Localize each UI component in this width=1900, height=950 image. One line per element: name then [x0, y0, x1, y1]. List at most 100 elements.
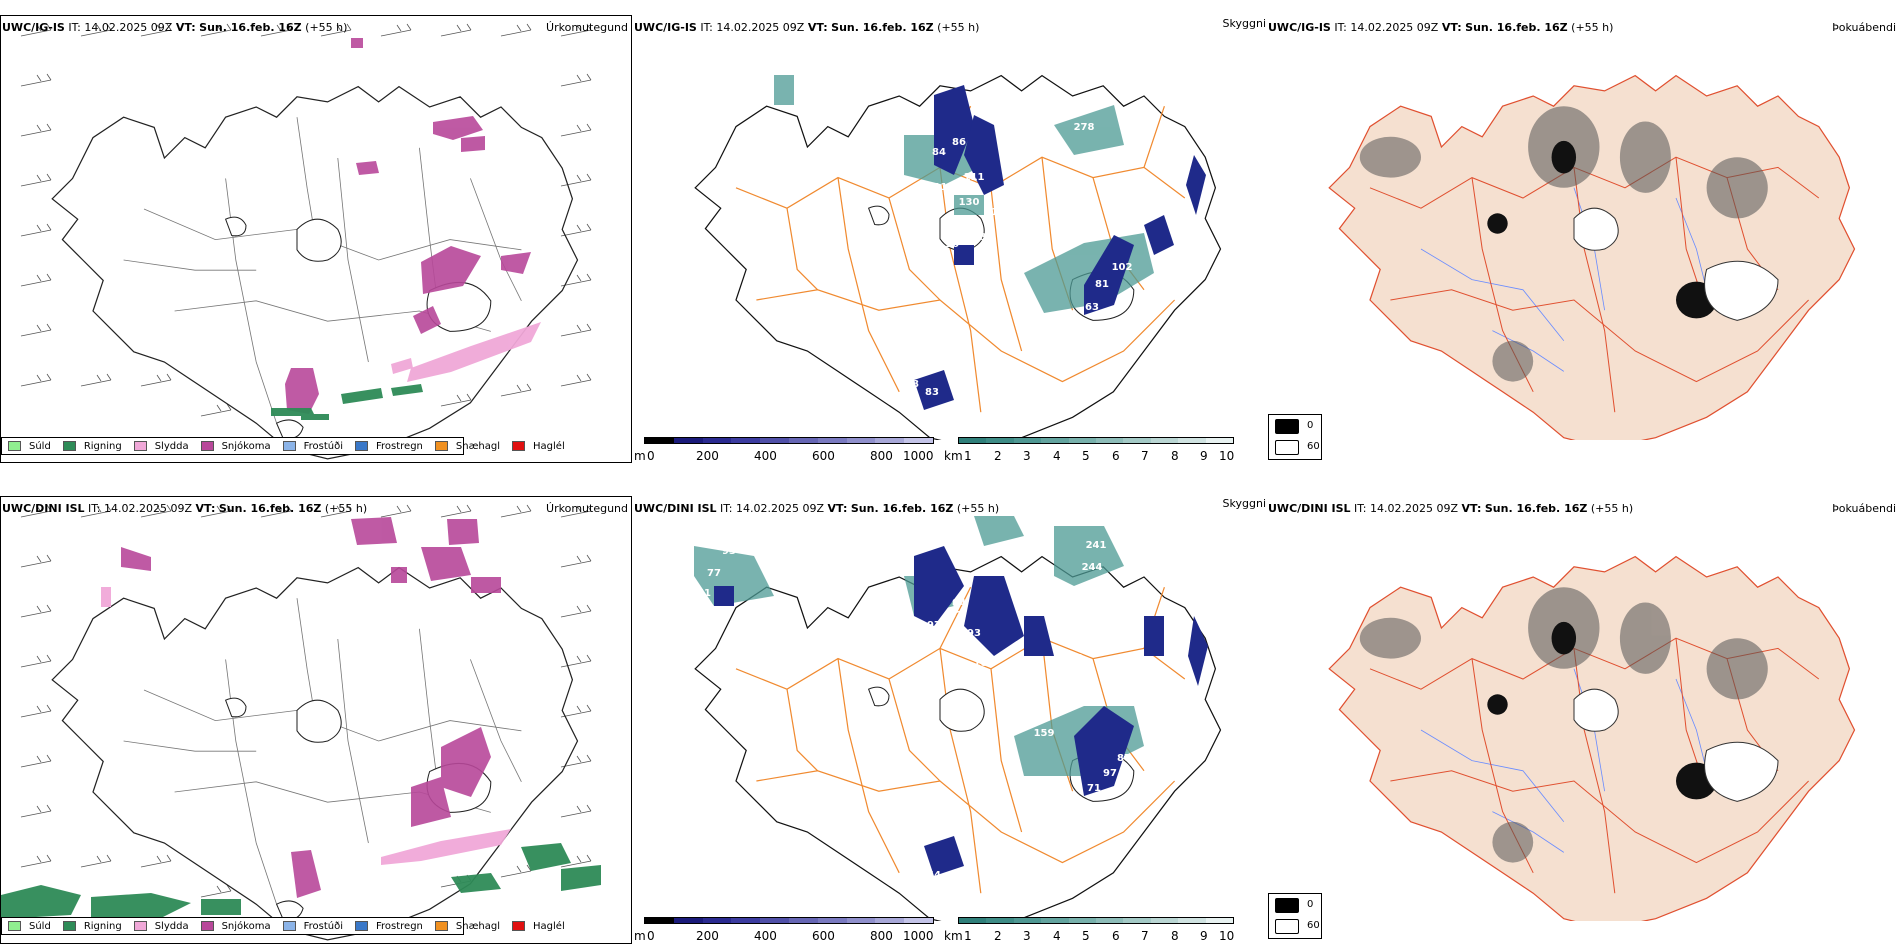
- km-tick: 2: [994, 929, 1002, 943]
- height-color-step: [817, 918, 847, 923]
- legend-swatch: [355, 921, 368, 931]
- legend-swatch: [62, 921, 76, 931]
- height-unit: m: [634, 449, 646, 463]
- height-tick: 400: [754, 929, 777, 943]
- visibility-value-label: 97: [1103, 768, 1117, 779]
- height-color-strip: [644, 437, 934, 444]
- height-color-step: [731, 918, 761, 923]
- km-color-strip: [958, 917, 1234, 924]
- visibility-value-label: 111: [964, 172, 985, 183]
- km-tick: 9: [1200, 449, 1208, 463]
- legend-label: Súld: [29, 440, 51, 452]
- km-tick: 10: [1219, 929, 1235, 943]
- height-color-step: [702, 918, 732, 923]
- km-color-step: [1096, 438, 1124, 443]
- visibility-value-label: 278: [1074, 122, 1095, 133]
- visibility-value-labels: 9377614882978493103241244773181581161081…: [697, 540, 1142, 881]
- height-color-step: [817, 438, 847, 443]
- height-unit: m: [634, 929, 646, 943]
- legend-label: Frostregn: [376, 920, 423, 932]
- fog-legend-low-swatch: [1275, 440, 1299, 455]
- fog-legend-high-swatch: [1275, 419, 1299, 434]
- visibility-value-label: 48: [747, 600, 761, 611]
- visibility-value-label: 13: [965, 235, 979, 246]
- legend-swatch: [8, 921, 21, 931]
- visibility-value-label: 241: [1086, 540, 1107, 551]
- panel-header: UWC/DINI ISL IT: 14.02.2025 09Z VT: Sun.…: [634, 502, 1000, 515]
- height-color-step: [731, 438, 761, 443]
- visibility-map-svg-row2: 9377614882978493103241244773181581161081…: [694, 516, 1266, 921]
- km-tick: 8: [1171, 929, 1179, 943]
- height-tick: 200: [696, 449, 719, 463]
- km-color-step: [1123, 918, 1151, 923]
- km-color-step: [1096, 918, 1124, 923]
- km-color-step: [986, 918, 1014, 923]
- height-tick: 800: [870, 929, 893, 943]
- km-color-step: [1150, 438, 1179, 443]
- fog-legend-high-label: 0: [1307, 899, 1314, 910]
- snow-area: [121, 517, 501, 898]
- visibility-dark-areas: [714, 546, 1208, 876]
- height-colorbar-row2: m 0 200 400 600 800 1000: [634, 917, 934, 947]
- panel-title-visibility: Skyggni: [1222, 497, 1266, 510]
- legend-swatch: [512, 921, 526, 931]
- km-color-step: [959, 438, 987, 443]
- precip-legend-row2: Súld Rigning Slydda Snjókoma Frostúði Fr…: [1, 917, 565, 935]
- precip-type-map-row1: [0, 15, 632, 463]
- visibility-value-label: 84: [952, 598, 966, 609]
- legend-item: Frostregn: [355, 921, 423, 932]
- visibility-value-label: 10: [912, 710, 926, 721]
- legend-label: Haglél: [533, 440, 565, 452]
- height-color-step: [760, 918, 789, 923]
- panel-title-visibility: Skyggni: [1222, 17, 1266, 30]
- height-color-strip: [644, 917, 934, 924]
- height-color-step: [702, 438, 732, 443]
- legend-swatch: [8, 441, 21, 451]
- visibility-value-label: 102: [1112, 262, 1133, 273]
- legend-item: Súld: [8, 921, 51, 932]
- visibility-value-label: 61: [697, 588, 711, 599]
- km-tick: 1: [964, 929, 972, 943]
- visibility-value-label: 93: [722, 546, 736, 557]
- fog-legend-row1: 0 60: [1268, 414, 1322, 460]
- height-color-step: [875, 438, 905, 443]
- fog-legend-low-label: 60: [1307, 441, 1320, 452]
- km-unit: km: [944, 929, 963, 943]
- legend-item: Snjókoma: [200, 921, 271, 932]
- panel-header: UWC/IG-IS IT: 14.02.2025 09Z VT: Sun. 16…: [2, 21, 348, 34]
- height-color-step: [904, 918, 933, 923]
- legend-item: Frostúði: [282, 921, 343, 932]
- visibility-value-label: 83: [925, 387, 939, 398]
- precip-map-svg-row1: [20, 23, 592, 462]
- visibility-value-label: 54: [927, 870, 941, 881]
- height-tick: 0: [647, 449, 655, 463]
- height-color-step: [904, 438, 933, 443]
- legend-item: Snjókoma: [200, 441, 271, 452]
- fog-map-svg-row2: [1268, 496, 1900, 921]
- visibility-value-label: 318: [1122, 598, 1143, 609]
- height-tick: 1000: [903, 929, 934, 943]
- height-color-step: [846, 438, 876, 443]
- legend-item: Haglél: [512, 921, 565, 932]
- visibility-value-label: 84: [932, 147, 946, 158]
- height-color-step: [788, 918, 818, 923]
- visibility-value-label: 87: [1117, 753, 1131, 764]
- km-colorbar-row2: km 1 2 3 4 5 6 7 8 9 10: [944, 917, 1234, 947]
- legend-swatch: [200, 441, 214, 451]
- panel-header: UWC/DINI ISL IT: 14.02.2025 09Z VT: Sun.…: [1268, 502, 1634, 515]
- km-tick: 10: [1219, 449, 1235, 463]
- km-color-step: [1068, 918, 1097, 923]
- fog-legend-row2: 0 60: [1268, 893, 1322, 939]
- legend-swatch: [200, 921, 214, 931]
- visibility-value-label: 244: [1082, 562, 1103, 573]
- visibility-value-label: 77: [1089, 590, 1103, 601]
- visibility-value-label: 78: [905, 379, 919, 390]
- legend-label: Frostúði: [303, 440, 343, 452]
- visibility-value-label: 158: [1114, 618, 1135, 629]
- visibility-map-row2: 93 77 61 48 82 97 84 93 103 241 244 77 318 158 116 108 1…: [634, 496, 1266, 921]
- height-colorbar-row1: m 0 200 400 600 800 1000: [634, 437, 934, 467]
- km-color-step: [1041, 918, 1069, 923]
- legend-item: Haglél: [512, 441, 565, 452]
- legend-label: Rigning: [83, 440, 122, 452]
